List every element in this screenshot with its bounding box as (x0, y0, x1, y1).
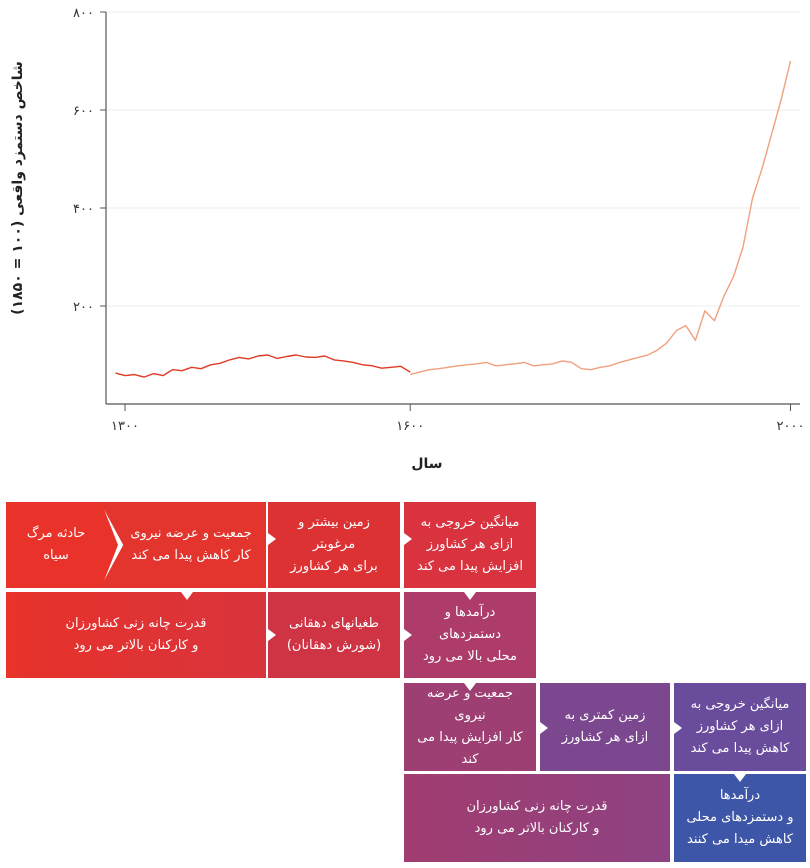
arrow-right-icon (404, 629, 412, 641)
flow-box-less-land: زمین کمتری به ازای هر کشاورز (540, 683, 670, 771)
flow-box-label: قدرت چانه زنی کشاورزان و کارکنان بالاتر … (65, 616, 207, 653)
flow-box-labor-supply-rises: جمعیت و عرضه نیروی کار افزایش پیدا می کن… (404, 683, 536, 771)
x-tick-label: ۱۶۰۰ (396, 419, 424, 434)
x-ticks: ۱۳۰۰ ۱۶۰۰ ۲۰۰۰ (111, 404, 804, 434)
flow-box-label: درآمدها و دستمزدهای محلی بالا می رود (422, 605, 518, 664)
arrow-right-icon (268, 533, 276, 545)
y-tick-label: ۶۰۰ (73, 104, 94, 119)
y-ticks: ۲۰۰ ۴۰۰ ۶۰۰ ۸۰۰ (73, 6, 106, 315)
flow-box-bargaining-power-rises: قدرت چانه زنی کشاورزان و کارکنان بالاتر … (6, 592, 266, 678)
arrow-down-icon (464, 683, 476, 691)
y-tick-label: ۲۰۰ (73, 300, 94, 315)
flow-box-label: میانگین خروجی به ازای هر کشاورز کاهش پید… (690, 697, 790, 756)
flow-box-labor-supply-falls: جمعیت و عرضه نیروی کار کاهش پیدا می کند (100, 502, 266, 588)
arrow-down-icon (464, 592, 476, 600)
flow-box-label: قدرت چانه زنی کشاورزان و کارکنان بالاتر … (466, 799, 608, 836)
flow-box-peasant-revolts: طغیانهای دهقانی (شورش دهقانان) (268, 592, 400, 678)
x-tick-label: ۱۳۰۰ (111, 419, 139, 434)
arrow-down-icon (181, 592, 193, 600)
x-tick-label: ۲۰۰۰ (777, 419, 805, 434)
flow-box-label: طغیانهای دهقانی (شورش دهقانان) (286, 616, 382, 653)
y-tick-label: ۸۰۰ (73, 6, 94, 21)
flow-box-wages-rise: درآمدها و دستمزدهای محلی بالا می رود (404, 592, 536, 678)
flow-box-more-land: زمین بیشتر و مرغوبتر برای هر کشاورز (268, 502, 400, 588)
arrow-right-icon (540, 722, 548, 734)
flow-box-label: زمین بیشتر و مرغوبتر برای هر کشاورز (290, 515, 378, 574)
wage-index-chart: ۲۰۰ ۴۰۰ ۶۰۰ ۸۰۰ ۱۳۰۰ ۱۶۰۰ ۲۰۰۰ سال شاخص دستمز… (10, 6, 804, 472)
flow-box-label: جمعیت و عرضه نیروی کار افزایش پیدا می کن… (417, 686, 523, 767)
flow-box-output-falls: میانگین خروجی به ازای هر کشاورز کاهش پید… (674, 683, 806, 771)
wage-line-before-1600 (115, 354, 411, 378)
flow-box-label: میانگین خروجی به ازای هر کشاورز افزایش پ… (417, 515, 523, 574)
y-tick-label: ۴۰۰ (73, 202, 94, 217)
flow-box-wages-fall: درآمدها و دستمزدهای محلی کاهش میدا می کن… (674, 774, 806, 862)
y-axis-title: شاخص دستمزد واقعی (۱۰۰ = ۱۸۵۰) (10, 61, 26, 315)
flow-box-label: حادثه مرگ سیاه (26, 526, 86, 563)
arrow-right-icon (674, 722, 682, 734)
arrow-down-icon (734, 774, 746, 782)
flow-box-label: درآمدها و دستمزدهای محلی کاهش میدا می کن… (686, 788, 794, 847)
arrow-right-icon (268, 629, 276, 641)
flow-box-bargaining-power-row4: قدرت چانه زنی کشاورزان و کارکنان بالاتر … (404, 774, 670, 862)
wage-line-after-1600 (410, 60, 792, 376)
series-lines (115, 60, 792, 378)
arrow-right-icon (404, 533, 412, 545)
flow-box-black-death: حادثه مرگ سیاه (6, 502, 118, 588)
gridlines (106, 11, 800, 307)
flow-box-output-rises: میانگین خروجی به ازای هر کشاورز افزایش پ… (404, 502, 536, 588)
flow-box-label: جمعیت و عرضه نیروی کار کاهش پیدا می کند (130, 526, 252, 563)
x-axis-title: سال (411, 456, 442, 472)
flow-box-label: زمین کمتری به ازای هر کشاورز (561, 708, 649, 745)
